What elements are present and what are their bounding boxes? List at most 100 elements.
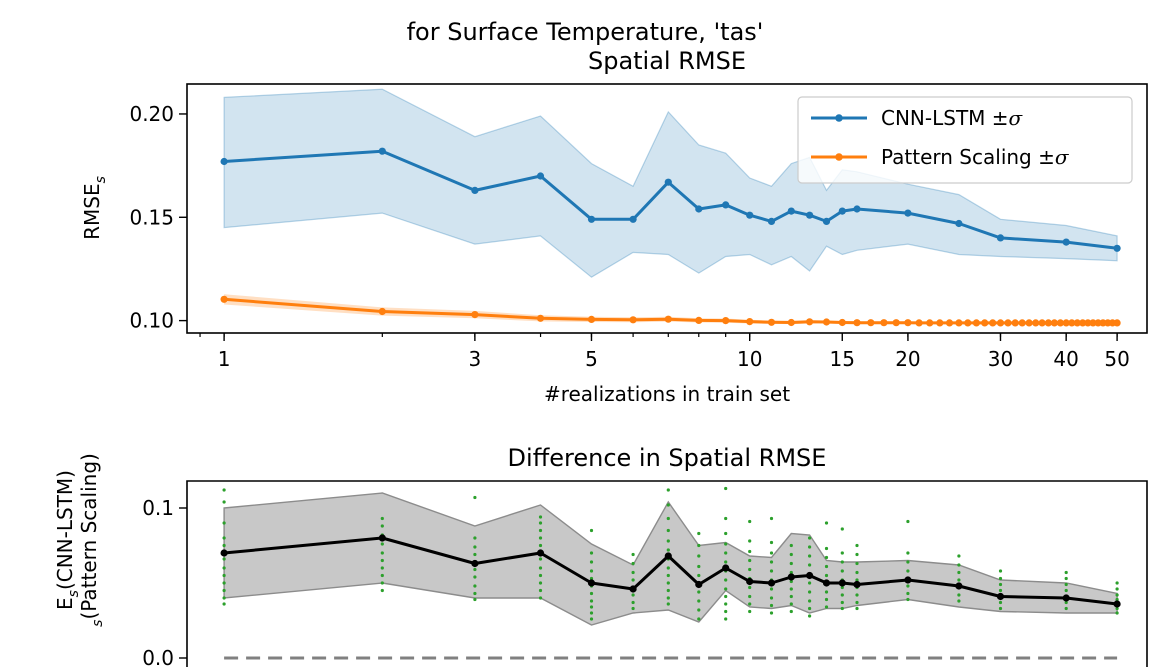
- realization-point: [789, 570, 793, 575]
- realization-point: [631, 552, 635, 557]
- realization-point: [789, 594, 793, 599]
- top-y-tick-label: 0.15: [129, 205, 174, 229]
- difference-mean-point: [996, 592, 1005, 601]
- realization-point: [855, 552, 859, 557]
- legend-entry-pattern-scaling: Pattern Scaling ±σ: [811, 145, 1070, 169]
- cnn-lstm-point: [695, 205, 703, 213]
- realization-point: [808, 606, 812, 611]
- realization-point: [666, 573, 670, 578]
- realization-point: [808, 581, 812, 585]
- pattern-scaling-sigma-band: [224, 294, 1118, 325]
- cnn-lstm-point: [220, 157, 228, 166]
- realization-point: [697, 590, 701, 594]
- pattern-scaling-point: [1011, 319, 1019, 327]
- top-x-tick-label: 1: [218, 347, 231, 371]
- legend: CNN-LSTM ±σ Pattern Scaling ±σ: [797, 96, 1133, 184]
- pattern-scaling-point: [822, 318, 831, 326]
- realization-point: [808, 554, 812, 558]
- realization-point: [666, 596, 670, 600]
- realization-point: [840, 569, 844, 573]
- realization-point: [769, 611, 774, 615]
- realization-point: [222, 596, 226, 600]
- realization-point: [538, 596, 543, 600]
- top-x-tick-label: 40: [1053, 347, 1078, 371]
- realization-point: [1115, 606, 1119, 611]
- pattern-scaling-point: [220, 295, 228, 303]
- realization-point: [1115, 611, 1119, 615]
- realization-point: [748, 609, 752, 614]
- realization-point: [724, 578, 728, 582]
- cnn-lstm-point: [664, 178, 672, 186]
- pattern-scaling-point: [945, 319, 954, 327]
- realization-point: [724, 609, 728, 614]
- realization-point: [998, 606, 1003, 611]
- realization-point: [724, 617, 728, 621]
- realization-point: [789, 587, 793, 591]
- pattern-scaling-point: [787, 318, 795, 327]
- realization-point: [769, 587, 774, 591]
- top-x-tick-label: 20: [895, 347, 920, 371]
- top-y-label-base: RMSE: [80, 183, 104, 239]
- realization-point: [631, 578, 635, 582]
- pattern-scaling-point: [1018, 319, 1026, 327]
- bottom-y-label-line1-base: E: [53, 597, 77, 610]
- realization-point: [222, 488, 226, 492]
- pattern-scaling-point: [1073, 319, 1081, 327]
- realization-point: [998, 600, 1003, 605]
- realization-point: [589, 560, 594, 564]
- bottom-plot-frame: [186, 480, 1148, 667]
- bottom-line-layer: [220, 534, 1121, 608]
- pattern-scaling-point: [695, 316, 703, 324]
- realization-point: [697, 599, 701, 603]
- difference-mean-point: [536, 549, 545, 557]
- pattern-scaling-point: [767, 318, 776, 326]
- realization-point: [666, 581, 670, 585]
- realization-point: [840, 600, 844, 605]
- realization-point: [222, 588, 226, 593]
- realization-point: [222, 566, 226, 570]
- cnn-lstm-point: [787, 207, 795, 215]
- top-chart-panel: Spatial RMSE 1 3 5 10 15 20 30 40 50 0.10 0.15 0.2…: [80, 47, 1148, 406]
- pattern-scaling-point: [378, 307, 386, 316]
- realization-point: [748, 594, 752, 599]
- pattern-scaling-point: [1084, 319, 1092, 327]
- cnn-lstm-point: [838, 207, 846, 215]
- bottom-chart-title: Difference in Spatial RMSE: [508, 444, 827, 472]
- realization-point: [998, 569, 1003, 573]
- pattern-scaling-point: [838, 318, 846, 327]
- realization-point: [697, 608, 701, 612]
- top-x-axis-label: #realizations in train set: [544, 382, 790, 406]
- realization-point: [380, 573, 384, 578]
- realization-point: [748, 539, 752, 543]
- bottom-chart-panel: Difference in Spatial RMSE 0.00.1 Es(CNN…: [53, 444, 1148, 667]
- realization-point: [666, 516, 670, 521]
- bottom-realization-points: [222, 486, 1119, 621]
- realization-point: [748, 602, 752, 606]
- pattern-scaling-point: [915, 319, 923, 327]
- realization-point: [957, 599, 961, 603]
- top-x-tick-label: 30: [988, 347, 1013, 371]
- realization-point: [538, 528, 543, 533]
- realization-point: [998, 582, 1003, 587]
- realization-point: [748, 549, 752, 554]
- difference-mean-point: [787, 573, 795, 581]
- realization-point: [666, 539, 670, 543]
- realization-point: [473, 536, 477, 540]
- realization-point: [222, 573, 226, 578]
- pattern-scaling-point: [1038, 319, 1046, 327]
- pattern-scaling-point: [1113, 319, 1121, 327]
- difference-mean-point: [722, 564, 730, 572]
- cnn-lstm-point: [746, 211, 754, 219]
- realization-point: [666, 566, 670, 570]
- pattern-scaling-point: [1068, 319, 1076, 327]
- realization-point: [769, 569, 774, 573]
- cnn-lstm-point: [996, 234, 1005, 242]
- realization-point: [789, 543, 793, 548]
- top-x-tick-label: 5: [585, 347, 598, 371]
- realization-point: [824, 597, 829, 602]
- realization-point: [1064, 606, 1068, 611]
- difference-mean-point: [1113, 600, 1121, 608]
- pattern-scaling-point: [1056, 319, 1064, 327]
- realization-point: [589, 569, 594, 573]
- realization-point: [380, 588, 384, 593]
